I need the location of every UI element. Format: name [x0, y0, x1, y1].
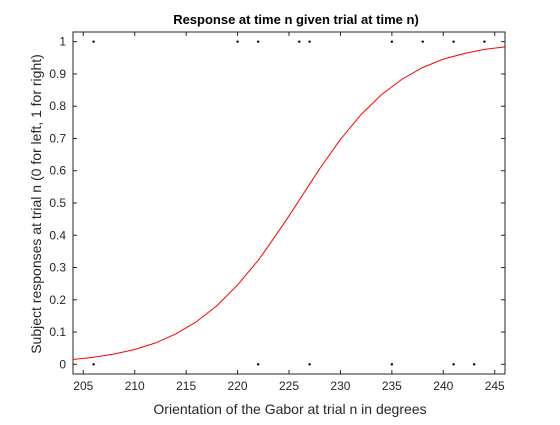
x-tick-label: 215: [176, 379, 196, 393]
fit-curve: [72, 46, 506, 360]
data-point: [390, 363, 394, 366]
chart-title: Response at time n given trial at time n…: [173, 12, 419, 27]
y-tick-label: 0.3: [49, 261, 66, 275]
x-tick-label: 245: [485, 379, 505, 393]
y-tick-label: 1: [59, 35, 66, 49]
y-tick-label: 0.6: [49, 164, 66, 178]
data-point: [421, 40, 424, 43]
data-point: [452, 40, 455, 43]
data-point: [92, 40, 95, 43]
data-point: [472, 363, 476, 366]
data-point: [308, 363, 311, 366]
plot-area: 205 210 215 220 225 230 235 240 245 0 0.1 0.2 0.3 0.4…: [49, 31, 506, 393]
data-point: [483, 40, 486, 43]
x-tick-label: 205: [73, 379, 93, 393]
data-point: [256, 363, 260, 366]
data-point: [236, 40, 239, 43]
x-axis-label: Orientation of the Gabor at trial n in d…: [153, 401, 426, 417]
x-tick-label: 210: [125, 379, 145, 393]
x-tick-label: 230: [330, 379, 350, 393]
x-tick-label: 240: [433, 379, 453, 393]
data-point: [92, 363, 95, 366]
data-point: [390, 40, 394, 43]
y-tick-label: 0.2: [49, 293, 66, 307]
y-axis-label: Subject responses at trial n (0 for left…: [28, 54, 44, 354]
y-tick-label: 0.7: [49, 131, 66, 145]
x-tick-label: 220: [228, 379, 248, 393]
y-tick-label: 0.5: [49, 196, 66, 210]
data-point: [256, 40, 260, 43]
x-tick-label: 235: [382, 379, 402, 393]
data-point: [298, 40, 301, 43]
y-tick-label: 0.1: [49, 325, 66, 339]
y-tick-label: 0.9: [49, 67, 66, 81]
x-tick-label: 225: [279, 379, 299, 393]
data-point: [452, 363, 455, 366]
y-tick-label: 0.4: [49, 228, 66, 242]
y-tick-label: 0.8: [49, 99, 66, 113]
data-point: [308, 40, 311, 43]
y-tick-label: 0: [59, 357, 66, 371]
